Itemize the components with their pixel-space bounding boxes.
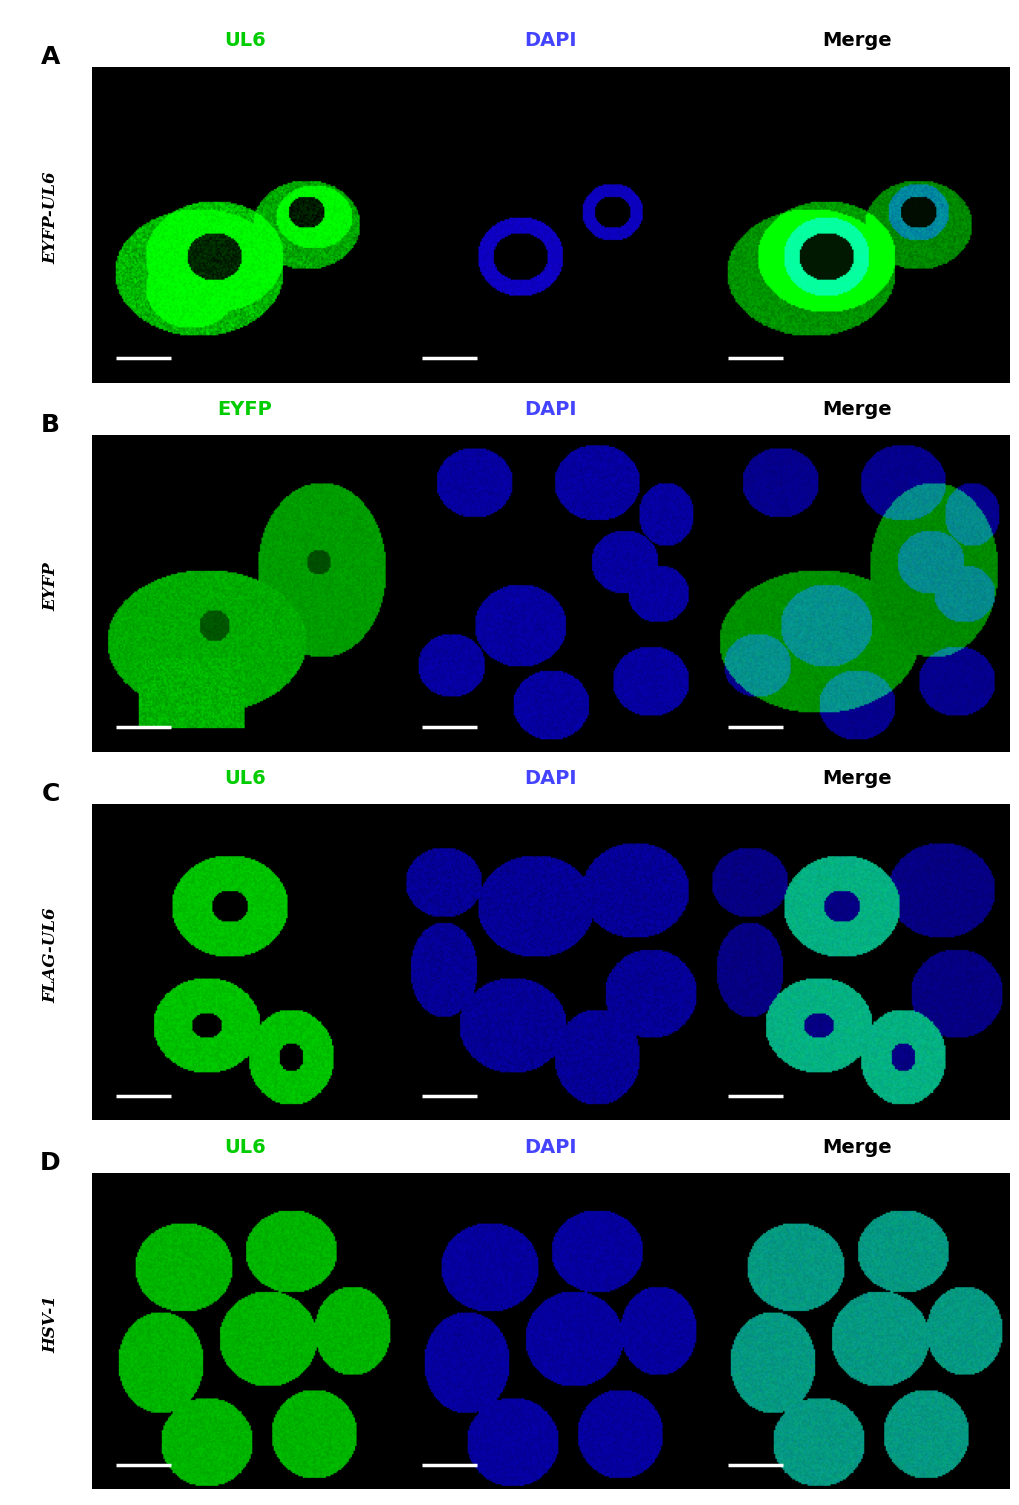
Text: Merge: Merge [821, 769, 891, 787]
Text: DAPI: DAPI [524, 769, 577, 787]
Text: Merge: Merge [821, 32, 891, 50]
Text: A: A [41, 45, 60, 69]
Text: UL6: UL6 [224, 1138, 265, 1156]
Text: HSV-1: HSV-1 [42, 1296, 59, 1353]
Text: C: C [41, 783, 60, 807]
Text: Merge: Merge [821, 1138, 891, 1156]
Text: UL6: UL6 [224, 32, 265, 50]
Text: DAPI: DAPI [524, 32, 577, 50]
Text: EYFP: EYFP [42, 563, 59, 611]
Text: DAPI: DAPI [524, 400, 577, 418]
Text: DAPI: DAPI [524, 1138, 577, 1156]
Text: UL6: UL6 [224, 769, 265, 787]
Text: B: B [41, 414, 60, 438]
Text: EYFP-UL6: EYFP-UL6 [42, 172, 59, 265]
Text: D: D [40, 1151, 61, 1175]
Text: EYFP: EYFP [217, 400, 272, 418]
Text: Merge: Merge [821, 400, 891, 418]
Text: FLAG-UL6: FLAG-UL6 [42, 908, 59, 1004]
